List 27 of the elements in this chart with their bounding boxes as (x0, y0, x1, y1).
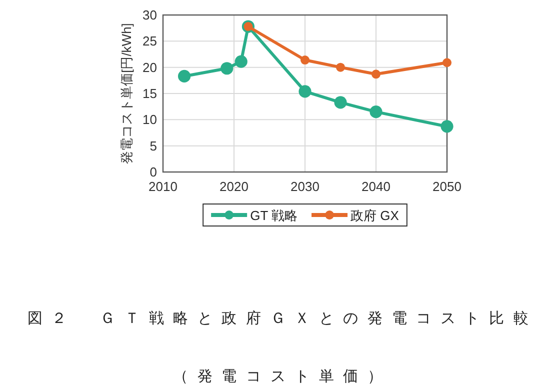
legend-label: 政府 GX (350, 208, 400, 223)
y-tick-label: 5 (150, 138, 157, 154)
x-tick-label: 2050 (432, 179, 462, 194)
y-tick-label: 30 (142, 8, 157, 22)
x-tick-label: 2030 (290, 179, 320, 194)
point (370, 106, 382, 118)
y-tick-label: 25 (142, 34, 157, 49)
legend-label: GT 戦略 (250, 208, 298, 223)
point (220, 62, 234, 75)
x-tick-label: 2020 (220, 179, 248, 194)
x-tick-label: 2010 (148, 179, 178, 194)
point (372, 70, 380, 79)
point (298, 85, 312, 98)
x-tick-label: 2040 (362, 179, 390, 194)
point (300, 56, 310, 65)
y-tick-label: 15 (142, 86, 157, 101)
y-tick-label: 10 (142, 112, 157, 128)
y-tick-label: 0 (150, 164, 157, 180)
point (178, 70, 191, 83)
point (440, 120, 454, 133)
text: 図２ ＧＴ戦略と政府ＧＸとの発電コスト比較（発電コスト単価） (27, 311, 538, 385)
point (442, 58, 452, 68)
point (334, 96, 347, 109)
y-axis-title: 発電コスト単価[円/kWh] (119, 23, 134, 164)
point (336, 62, 345, 72)
y-tick-label: 20 (142, 60, 157, 75)
point (234, 55, 248, 68)
